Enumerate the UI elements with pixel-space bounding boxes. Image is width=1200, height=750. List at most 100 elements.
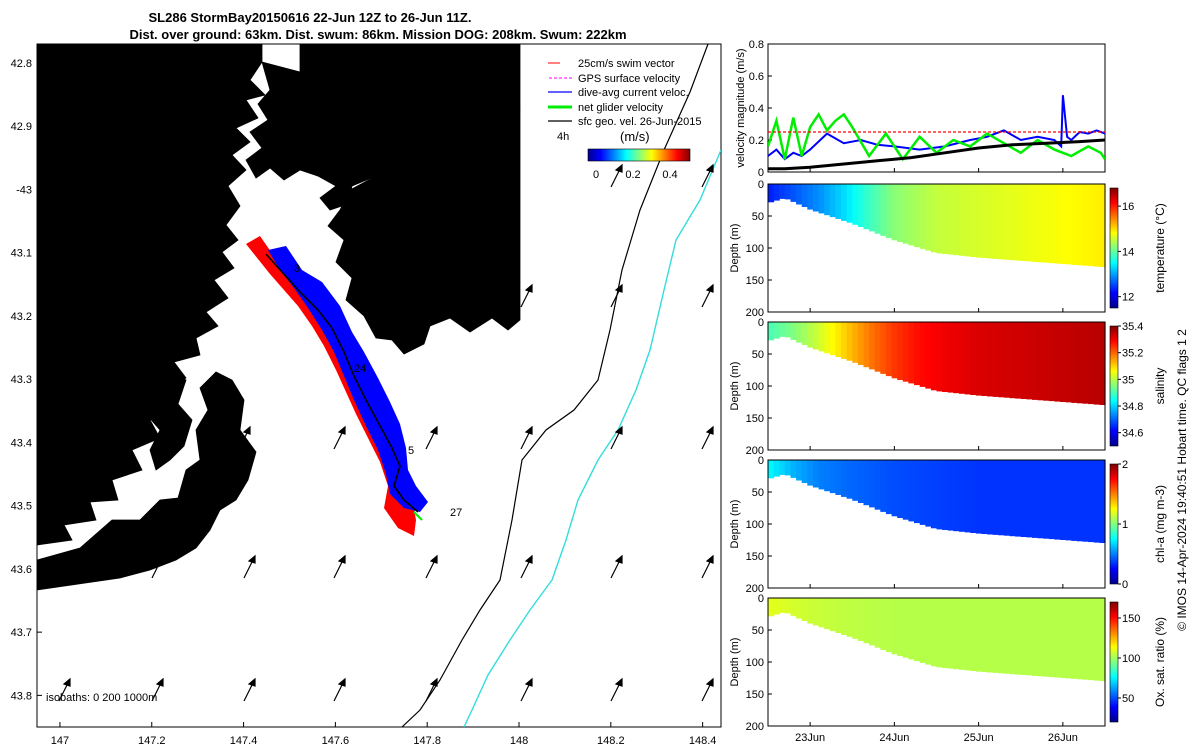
section-cell — [992, 598, 999, 673]
section-y-tick-label: 0 — [758, 455, 764, 467]
section-y-tick-label: 0 — [758, 179, 764, 191]
section-cell — [824, 598, 831, 630]
colorbar-tick-0: 0 — [593, 169, 599, 181]
section-cell — [1076, 322, 1084, 404]
geo-velocity-arrow — [243, 677, 256, 702]
section-cell — [1020, 598, 1027, 675]
map-legend: 25cm/s swim vector GPS surface velocity … — [548, 58, 702, 181]
section-cell — [1054, 184, 1061, 264]
section-cell — [959, 322, 966, 394]
section-x-tick-label: 25Jun — [964, 732, 994, 744]
section-cell — [835, 184, 842, 219]
section-cell — [846, 598, 853, 637]
section-cell — [796, 322, 803, 343]
section-cell — [852, 460, 859, 501]
section-cell — [829, 184, 836, 218]
section-cell — [835, 598, 842, 633]
section-cell — [1003, 598, 1011, 674]
section-y-tick-label: 100 — [746, 243, 764, 255]
map-y-tick-label: 43.8 — [11, 690, 32, 702]
section-y-tick-label: 150 — [746, 551, 764, 563]
section-cell — [796, 598, 803, 619]
section-cell — [768, 322, 775, 341]
section-y-tick-label: 50 — [752, 349, 764, 361]
section-cell — [874, 460, 881, 510]
section-cell — [1093, 598, 1100, 681]
section-cell — [1003, 184, 1011, 260]
geo-velocity-arrow — [701, 163, 714, 188]
section-cell — [1093, 184, 1100, 267]
section-cell — [947, 322, 954, 393]
section-cell — [1009, 598, 1016, 675]
section-y-tick-label: 200 — [746, 307, 764, 319]
section-y-tick-label: 200 — [746, 445, 764, 457]
map-y-tick-label: 42.9 — [11, 121, 32, 133]
velocity-ylabel: velocity magnitude (m/s) — [735, 48, 747, 167]
section-y-tick-label: 50 — [752, 625, 764, 637]
section-cell — [987, 184, 994, 259]
section-cell — [919, 322, 926, 387]
section-cell — [1099, 184, 1106, 267]
section-cell — [801, 598, 808, 621]
section-cell — [885, 184, 893, 239]
section-y-tick-label: 150 — [746, 689, 764, 701]
map-x-ticks: 147 147.2 147.4 147.6 147.8 148 148.2 148.4 — [51, 722, 716, 747]
section-cell — [1065, 322, 1072, 403]
geo-velocity-arrow — [520, 283, 533, 308]
section-cell — [1026, 322, 1033, 400]
section-cell — [846, 322, 853, 361]
geo-velocity-arrow — [610, 677, 623, 702]
section-cell — [891, 460, 898, 517]
section-y-tick-label: 0 — [758, 593, 764, 605]
section-cell — [779, 322, 786, 337]
section-cell — [1076, 460, 1084, 542]
section-cell — [841, 598, 848, 635]
section-cell — [1020, 322, 1027, 399]
section-cell — [829, 460, 836, 494]
section-cell — [1043, 598, 1050, 677]
section-ylabel: Depth (m) — [729, 362, 741, 411]
section-cell — [936, 460, 943, 530]
section-cell — [1015, 322, 1022, 399]
section-cell — [936, 598, 943, 668]
section-cell — [930, 460, 938, 529]
section-y-tick-label: 50 — [752, 487, 764, 499]
section-cell — [1043, 460, 1050, 539]
section-cell — [959, 460, 966, 532]
colorbar-tick-label: 100 — [1122, 653, 1140, 665]
section-y-tick-label: 100 — [746, 657, 764, 669]
section-cell — [891, 598, 898, 655]
section-cell — [807, 184, 814, 210]
colorbar-tick-label: 16 — [1122, 201, 1134, 213]
glider-track — [265, 253, 419, 513]
section-colorbar — [1109, 187, 1119, 309]
section-cell — [1026, 460, 1033, 538]
section-cell — [796, 460, 803, 481]
section-cell — [925, 460, 932, 527]
section-cell — [790, 322, 797, 340]
section-cell — [1037, 322, 1044, 401]
geo-velocity-arrow — [701, 283, 714, 308]
colorbar-tick-label: 12 — [1122, 292, 1134, 304]
section-cell — [902, 460, 909, 520]
section-cell — [1043, 322, 1050, 401]
section-cell — [1099, 598, 1106, 681]
legend-label-current: dive-avg current veloc. — [578, 87, 689, 99]
section-cell — [891, 184, 898, 241]
section-cell — [1060, 322, 1067, 402]
section-cell — [1071, 460, 1078, 541]
colorbar-tick-label: 35 — [1122, 374, 1134, 386]
section-cell — [768, 184, 775, 203]
section-cell — [790, 460, 797, 478]
section-cell — [812, 598, 820, 626]
section-cell — [852, 598, 859, 639]
section-cell — [953, 322, 960, 394]
section-cell — [919, 598, 926, 663]
swim-vector-fan — [246, 236, 416, 536]
section-cell — [1015, 184, 1022, 261]
map-x-tick-label: 147.2 — [138, 735, 166, 747]
section-cell — [885, 460, 893, 515]
section-cell — [773, 184, 780, 201]
section-colorbar — [1109, 325, 1119, 447]
section-cell — [784, 598, 791, 614]
